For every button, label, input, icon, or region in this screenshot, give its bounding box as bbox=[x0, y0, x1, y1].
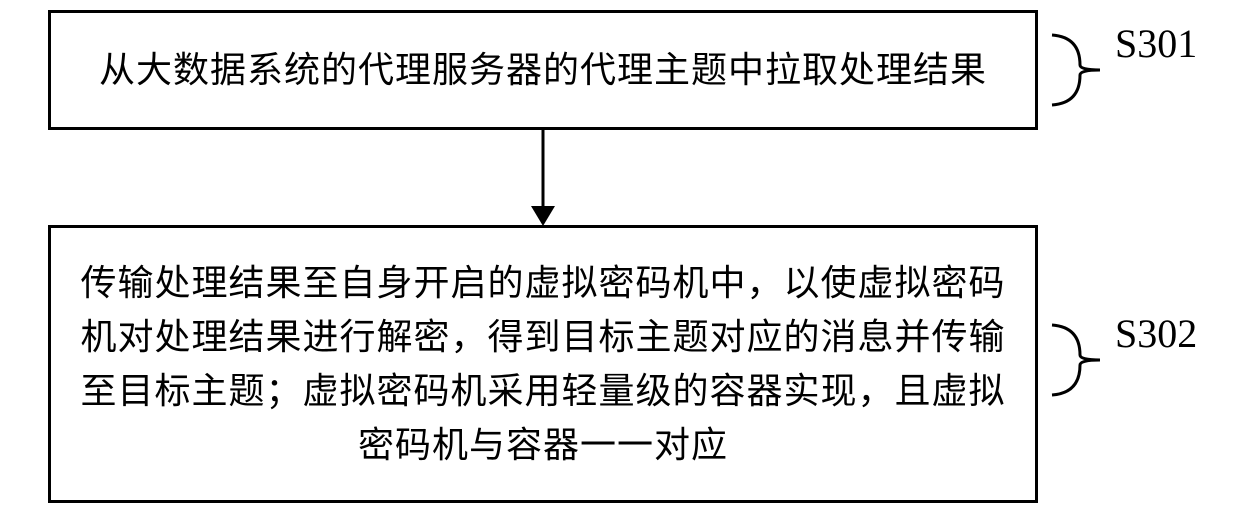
arrow-down bbox=[519, 130, 567, 226]
bracket-1 bbox=[1052, 35, 1100, 105]
flow-step-1: 从大数据系统的代理服务器的代理主题中拉取处理结果 bbox=[48, 10, 1038, 130]
step-label-2: S302 bbox=[1115, 310, 1197, 357]
flow-step-2-text: 传输处理结果至自身开启的虚拟密码机中，以使虚拟密码机对处理结果进行解密，得到目标… bbox=[75, 256, 1011, 472]
flow-step-1-text: 从大数据系统的代理服务器的代理主题中拉取处理结果 bbox=[99, 43, 987, 97]
flow-step-2: 传输处理结果至自身开启的虚拟密码机中，以使虚拟密码机对处理结果进行解密，得到目标… bbox=[48, 225, 1038, 503]
step-label-1: S301 bbox=[1115, 20, 1197, 67]
bracket-2 bbox=[1052, 325, 1100, 395]
